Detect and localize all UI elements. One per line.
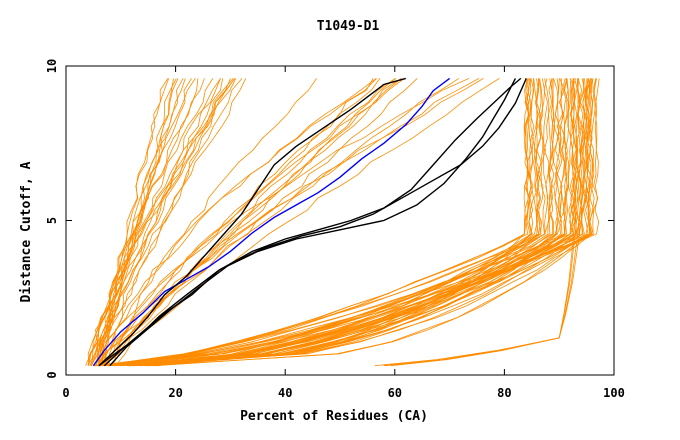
model-curve <box>103 78 402 366</box>
model-curve <box>101 78 196 366</box>
model-curve <box>107 78 547 367</box>
model-curve <box>120 78 578 367</box>
model-curve <box>91 78 247 366</box>
model-curve <box>87 78 234 366</box>
model-curve <box>97 78 236 366</box>
series-line-black-1 <box>98 77 406 367</box>
x-tick-label: 20 <box>168 386 182 400</box>
model-curve <box>129 78 531 367</box>
model-curve <box>98 78 186 366</box>
model-curve <box>127 78 542 367</box>
model-curve <box>108 78 470 366</box>
model-curve <box>111 78 480 366</box>
model-curve <box>98 78 550 367</box>
model-curve <box>87 78 231 366</box>
model-curve <box>115 78 566 367</box>
model-curve <box>93 78 460 366</box>
model-curve <box>94 78 556 367</box>
model-curve <box>144 78 587 367</box>
model-curve <box>93 78 600 367</box>
model-curve <box>96 78 573 367</box>
model-curve <box>146 78 568 367</box>
model-curve <box>98 78 222 366</box>
model-curve <box>99 78 594 367</box>
x-tick-label: 0 <box>62 386 69 400</box>
model-curve <box>390 78 600 367</box>
series-line-black-3 <box>109 78 527 367</box>
series-line-blue-0 <box>92 77 451 367</box>
y-tick-label: 0 <box>45 371 59 378</box>
model-curve <box>96 78 592 367</box>
model-curve <box>154 78 587 367</box>
model-curve <box>107 78 541 367</box>
model-curve <box>98 78 402 366</box>
model-curve <box>94 78 582 367</box>
model-curve <box>88 78 224 366</box>
chart-title: T1049-D1 <box>317 19 380 34</box>
highlighted-model-curves <box>92 77 527 367</box>
series-line-black-4 <box>98 78 517 367</box>
x-tick-label: 60 <box>388 386 402 400</box>
y-axis-label: Distance Cutoff, A <box>19 161 34 302</box>
model-curve <box>89 78 184 366</box>
model-curve <box>136 78 575 367</box>
model-curve <box>120 78 563 367</box>
model-curve <box>105 78 377 366</box>
axis-ticks: 0 20 40 60 80 100 0 5 10 <box>45 59 625 400</box>
model-curve <box>102 78 243 366</box>
model-curve <box>126 78 565 367</box>
x-tick-label: 80 <box>497 386 511 400</box>
model-curve <box>92 78 405 366</box>
model-curve <box>85 78 205 366</box>
model-curve <box>113 78 317 366</box>
model-curve <box>98 78 177 366</box>
model-curve <box>90 78 235 366</box>
model-curve <box>148 78 534 367</box>
model-curve <box>102 78 484 366</box>
model-curve <box>103 78 396 367</box>
x-tick-label: 40 <box>278 386 292 400</box>
model-curve <box>157 78 550 367</box>
model-curve <box>102 78 530 367</box>
y-tick-label: 5 <box>45 217 59 224</box>
y-tick-label: 10 <box>45 59 59 73</box>
x-tick-label: 100 <box>603 386 625 400</box>
model-curve <box>115 78 500 366</box>
model-curve <box>129 78 561 367</box>
series-line-black-2 <box>103 77 522 367</box>
model-curve <box>114 78 538 367</box>
background-model-curves <box>85 78 600 367</box>
model-curve <box>114 78 579 367</box>
model-curve <box>374 78 597 367</box>
model-curve <box>108 78 555 367</box>
model-curve <box>98 78 170 366</box>
model-curve <box>97 78 377 366</box>
model-curve <box>383 78 591 367</box>
model-curve <box>100 78 374 366</box>
x-axis-label: Percent of Residues (CA) <box>240 409 428 424</box>
